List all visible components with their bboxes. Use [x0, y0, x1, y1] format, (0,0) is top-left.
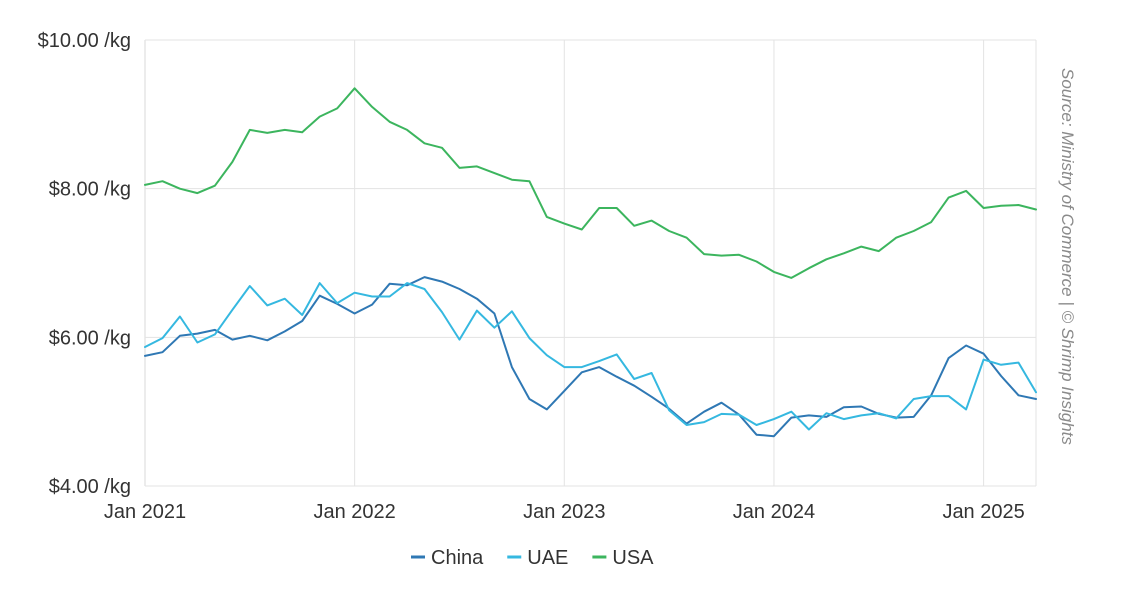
y-tick-label: $4.00 /kg — [49, 476, 131, 498]
y-axis-ticks: $4.00 /kg $6.00 /kg $8.00 /kg $10.00 /kg — [38, 30, 131, 498]
legend: China UAE USA — [411, 547, 654, 569]
legend-label-uae: UAE — [527, 547, 568, 569]
x-tick-label: Jan 2023 — [523, 501, 605, 523]
x-axis-ticks: Jan 2021 Jan 2022 Jan 2023 Jan 2024 Jan 2025 — [104, 501, 1025, 523]
x-tick-label: Jan 2022 — [313, 501, 395, 523]
y-tick-label: $6.00 /kg — [49, 327, 131, 349]
x-tick-label: Jan 2025 — [942, 501, 1024, 523]
series-line-uae — [144, 282, 1037, 431]
series-line-usa — [144, 87, 1037, 279]
x-tick-label: Jan 2021 — [104, 501, 186, 523]
x-tick-label: Jan 2024 — [733, 501, 815, 523]
legend-label-china: China — [431, 547, 484, 569]
legend-label-usa: USA — [612, 547, 654, 569]
series-layer — [144, 87, 1037, 438]
y-tick-label: $8.00 /kg — [49, 179, 131, 201]
y-tick-label: $10.00 /kg — [38, 30, 131, 52]
grid-layer — [144, 39, 1037, 487]
source-note: Source: Ministry of Commerce | © Shrimp … — [1058, 68, 1077, 445]
